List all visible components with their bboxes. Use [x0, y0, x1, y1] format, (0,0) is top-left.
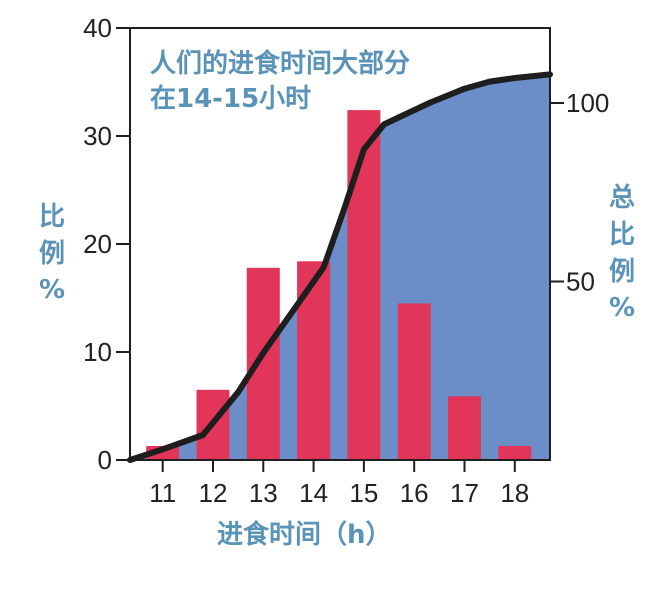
y2-axis-title-char-1: 总 [609, 183, 635, 213]
bar-14 [297, 261, 331, 460]
y2-tick-label-50: 50 [566, 267, 595, 297]
y-tick-label-40: 40 [83, 13, 112, 43]
y2-tick-label-100: 100 [566, 88, 609, 118]
y-tick-label-10: 10 [83, 337, 112, 367]
y-tick-label-20: 20 [83, 229, 112, 259]
x-tick-label-16: 16 [400, 478, 429, 508]
y-axis-title-char-2: 例 [39, 239, 65, 269]
x-tick-label-15: 15 [349, 478, 378, 508]
y-tick-label-0: 0 [98, 445, 112, 475]
x-axis-title: 进食时间（h） [217, 519, 392, 550]
x-tick-label-12: 12 [199, 478, 228, 508]
bar-13 [246, 267, 280, 460]
x-tick-label-17: 17 [450, 478, 479, 508]
cumulative-area [130, 74, 550, 461]
x-tick-label-11: 11 [149, 478, 176, 508]
chart-annotation-line-2: 在14-15小时 [150, 84, 311, 114]
x-tick-label-18: 18 [500, 478, 529, 508]
bar-17 [448, 396, 481, 460]
x-tick-label-13: 13 [249, 478, 278, 508]
y2-axis-title-char-2: 比 [609, 220, 635, 250]
cumulative-line [127, 71, 553, 463]
bar-15 [347, 110, 381, 460]
y2-axis-title-char-4: % [609, 293, 635, 323]
x-tick-label-14: 14 [299, 478, 328, 508]
y2-axis-title-char-3: 例 [609, 257, 635, 287]
bar-16 [397, 303, 431, 460]
y-axis-title-char-1: 比 [39, 202, 65, 232]
y-tick-label-30: 30 [83, 121, 112, 151]
bar-18 [498, 446, 532, 460]
chart-annotation-line-1: 人们的进食时间大部分 [150, 48, 410, 79]
y-axis-title-char-3: % [39, 275, 65, 305]
